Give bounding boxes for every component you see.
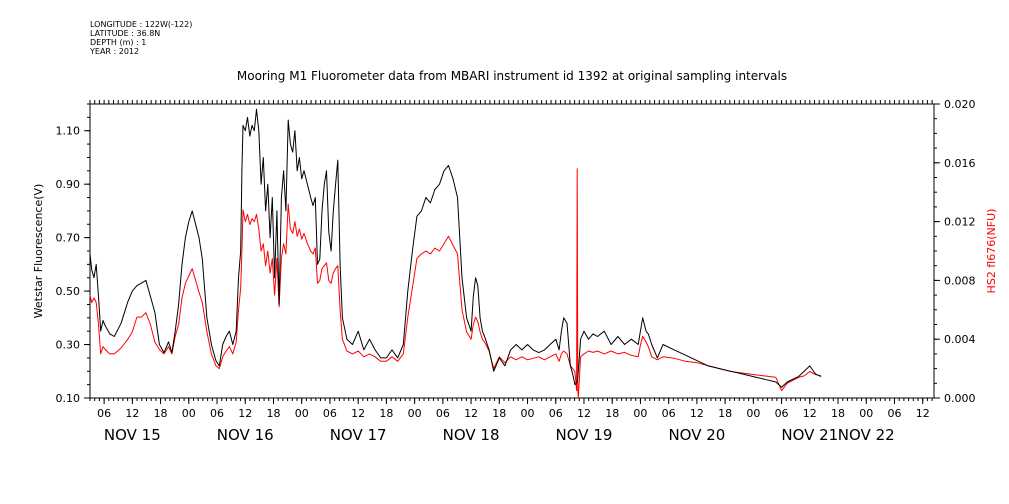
y2-tick-label: 0.020 bbox=[944, 98, 976, 111]
hour-tick-label: 06 bbox=[549, 407, 563, 420]
hour-tick-label: 00 bbox=[859, 407, 873, 420]
y-axis-label: Wetstar Fluorescence(V) bbox=[32, 184, 45, 319]
hour-tick-label: 06 bbox=[775, 407, 789, 420]
date-label: NOV 20 bbox=[668, 426, 725, 444]
hour-tick-label: 18 bbox=[379, 407, 393, 420]
y2-tick-label: 0.008 bbox=[944, 274, 976, 287]
hour-tick-label: 12 bbox=[125, 407, 139, 420]
hour-tick-label: 12 bbox=[803, 407, 817, 420]
y-tick-label: 0.70 bbox=[56, 232, 81, 245]
hs2-fl676-series-line bbox=[89, 168, 822, 399]
hour-tick-label: 00 bbox=[295, 407, 309, 420]
hour-tick-label: 18 bbox=[718, 407, 732, 420]
hour-tick-label: 18 bbox=[266, 407, 280, 420]
hour-tick-label: 12 bbox=[464, 407, 478, 420]
hour-tick-label: 18 bbox=[154, 407, 168, 420]
y2-tick-label: 0.012 bbox=[944, 216, 976, 229]
hour-tick-label: 00 bbox=[746, 407, 760, 420]
depth-label: DEPTH (m) : 1 bbox=[90, 38, 147, 47]
right-y-axis: 0.000 0.004 0.008 0.012 0.016 0.020 bbox=[934, 98, 976, 405]
y-tick-label: 0.90 bbox=[56, 178, 81, 191]
date-label: NOV 19 bbox=[556, 426, 613, 444]
metadata-block: LONGITUDE : 122W(-122) LATITUDE : 36.8N … bbox=[90, 20, 192, 56]
hour-tick-label: 12 bbox=[351, 407, 365, 420]
y2-axis-label: HS2 fl676(NFU) bbox=[985, 209, 998, 294]
hour-tick-label: 18 bbox=[605, 407, 619, 420]
series-layer bbox=[89, 108, 822, 399]
y-tick-label: 0.30 bbox=[56, 339, 81, 352]
hour-tick-label: 06 bbox=[662, 407, 676, 420]
hour-tick-label: 00 bbox=[633, 407, 647, 420]
y-tick-label: 0.50 bbox=[56, 285, 81, 298]
latitude-label: LATITUDE : 36.8N bbox=[90, 29, 161, 38]
hour-tick-label: 12 bbox=[690, 407, 704, 420]
y2-tick-label: 0.004 bbox=[944, 333, 976, 346]
plot-frame bbox=[89, 103, 935, 399]
top-minor-ticks bbox=[89, 100, 933, 104]
date-label: NOV 15 bbox=[104, 426, 161, 444]
date-label: NOV 21 bbox=[781, 426, 838, 444]
hour-tick-label: 00 bbox=[408, 407, 422, 420]
bottom-ticks: 06 12 18 00 06 12 18 00 06 12 18 00 06 12 18 00 06 12 18 00… bbox=[89, 398, 933, 444]
longitude-label: LONGITUDE : 122W(-122) bbox=[90, 20, 193, 29]
date-label: NOV 18 bbox=[443, 426, 500, 444]
wetstar-fluorescence-series-line bbox=[89, 108, 822, 388]
chart-title: Mooring M1 Fluorometer data from MBARI i… bbox=[237, 69, 787, 83]
hour-tick-label: 00 bbox=[521, 407, 535, 420]
hour-tick-label: 12 bbox=[916, 407, 930, 420]
y2-tick-label: 0.016 bbox=[944, 157, 976, 170]
y2-tick-label: 0.000 bbox=[944, 392, 976, 405]
hour-tick-label: 06 bbox=[97, 407, 111, 420]
hour-tick-label: 06 bbox=[887, 407, 901, 420]
y-tick-label: 1.10 bbox=[56, 125, 81, 138]
date-label: NOV 16 bbox=[217, 426, 274, 444]
hour-tick-label: 18 bbox=[492, 407, 506, 420]
hour-tick-label: 06 bbox=[323, 407, 337, 420]
hour-tick-label: 06 bbox=[436, 407, 450, 420]
hour-tick-label: 12 bbox=[238, 407, 252, 420]
date-label: NOV 22 bbox=[838, 426, 895, 444]
date-label: NOV 17 bbox=[330, 426, 387, 444]
hour-tick-label: 06 bbox=[210, 407, 224, 420]
hour-tick-label: 18 bbox=[831, 407, 845, 420]
hour-tick-label: 12 bbox=[577, 407, 591, 420]
year-label: YEAR : 2012 bbox=[90, 47, 140, 56]
left-y-axis: 0.10 0.30 0.50 0.70 0.90 1.10 bbox=[56, 103, 90, 405]
hour-tick-label: 00 bbox=[182, 407, 196, 420]
y-tick-label: 0.10 bbox=[56, 392, 81, 405]
